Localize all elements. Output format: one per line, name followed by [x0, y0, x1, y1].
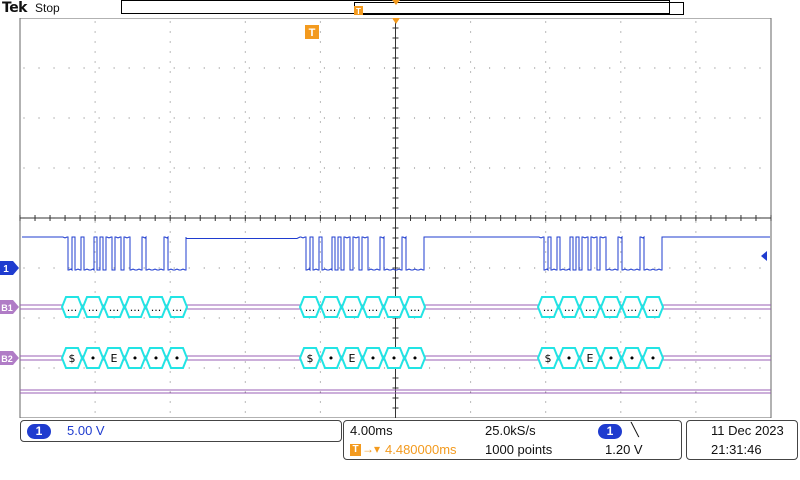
bus2-marker-label: B2 [1, 354, 13, 364]
trigger-level-readout: 1.20 V [605, 442, 643, 457]
bus1-packet-value: ... [368, 301, 379, 314]
bus2-packet-value: • [132, 352, 139, 365]
bus1-packet-value: ... [606, 301, 617, 314]
ch1-ground-marker[interactable]: 1 [0, 261, 19, 275]
bus2-decode: $ • E • • • $ • E • • • $ • E • • • [20, 347, 771, 369]
trigger-level-arrow[interactable] [761, 251, 767, 261]
top-status-bar: Tek Stop T [0, 0, 800, 18]
bus1-packet-value: ... [347, 301, 358, 314]
trigger-source-badge: 1 [598, 424, 622, 439]
delay-arrow-icon: →▾ [362, 442, 381, 456]
bus2-packet-value: E [111, 352, 118, 365]
bus2-packet [165, 347, 189, 369]
bus2-packet-value: $ [307, 352, 314, 365]
acquisition-state: Stop [35, 1, 60, 15]
bus1-packet-value: ... [151, 301, 162, 314]
ch1-scale-panel[interactable]: 1 5.00 V [20, 420, 342, 442]
bus1-packet [403, 296, 427, 318]
bus1-packet-value: ... [326, 301, 337, 314]
ch1-waveform [22, 235, 770, 272]
bus2-packet [641, 347, 665, 369]
bus2-packet-value: • [370, 352, 377, 365]
bus1-packet-value: ... [130, 301, 141, 314]
bus1-packet-value: ... [172, 301, 183, 314]
trigger-t-marker: T [305, 25, 319, 39]
bus1-packet [165, 296, 189, 318]
bus2-packet-value: • [391, 352, 398, 365]
record-markers: T [354, 0, 400, 16]
bus2-packet-value: • [566, 352, 573, 365]
bus2-packet-value: $ [69, 352, 76, 365]
bus2-packet [403, 347, 427, 369]
trigger-delay-readout: 4.480000ms [385, 442, 457, 457]
bus2-packet-value: E [587, 352, 594, 365]
bus1-decode: ........................................… [20, 296, 771, 318]
bus1-packet-value: ... [410, 301, 421, 314]
bus1-packet-value: ... [109, 301, 120, 314]
ch1-scale-readout: 5.00 V [67, 423, 105, 438]
bus1-packet-value: ... [67, 301, 78, 314]
datetime-panel[interactable]: 11 Dec 2023 21:31:46 [686, 420, 798, 460]
trigger-position-marker [392, 0, 400, 5]
bus2-packet-value: • [608, 352, 615, 365]
record-trigger-label: T [356, 7, 361, 16]
bus2-packet-value: E [349, 352, 356, 365]
sample-rate-readout: 25.0kS/s [485, 423, 536, 438]
bus2-marker[interactable]: B2 [0, 351, 19, 365]
waveform-display[interactable]: T ......................................… [0, 18, 800, 418]
bus1-packet [641, 296, 665, 318]
bus2-packet-value: • [650, 352, 657, 365]
trigger-t-label: T [309, 27, 316, 39]
bus1-packet-value: ... [88, 301, 99, 314]
time-readout: 21:31:46 [711, 442, 762, 457]
bus2-packet-value: • [629, 352, 636, 365]
bus1-marker-label: B1 [1, 303, 13, 313]
bus2-packet-value: • [328, 352, 335, 365]
record-length-readout: 1000 points [485, 442, 553, 457]
timebase-readout: 4.00ms [350, 423, 393, 438]
bus2-packet-value: • [412, 352, 419, 365]
acquisition-panel[interactable]: 4.00ms 25.0kS/s 1 ╲ T →▾ 4.480000ms 1000… [343, 420, 682, 460]
bus1-marker[interactable]: B1 [0, 300, 19, 314]
ch1-marker-label: 1 [3, 264, 9, 275]
trigger-slope-icon: ╲ [631, 422, 639, 437]
bus2-packet-value: • [153, 352, 160, 365]
bus2-packet-value: • [90, 352, 97, 365]
bus1-packet-value: ... [585, 301, 596, 314]
trigger-delay-icon: T [350, 444, 361, 456]
bus1-packet-value: ... [627, 301, 638, 314]
ch1-badge: 1 [27, 424, 51, 439]
bus1-packet-value: ... [564, 301, 575, 314]
date-readout: 11 Dec 2023 [711, 423, 784, 438]
bus1-packet-value: ... [648, 301, 659, 314]
bus1-packet-value: ... [305, 301, 316, 314]
trigger-arrow-top [392, 18, 400, 24]
bus2-packet-value: $ [545, 352, 552, 365]
brand-logo: Tek [2, 0, 28, 16]
bus1-packet-value: ... [389, 301, 400, 314]
record-trigger-icon [354, 6, 363, 15]
bus1-packet-value: ... [543, 301, 554, 314]
bus2-packet-value: • [174, 352, 181, 365]
trigger-t-box [305, 25, 319, 39]
